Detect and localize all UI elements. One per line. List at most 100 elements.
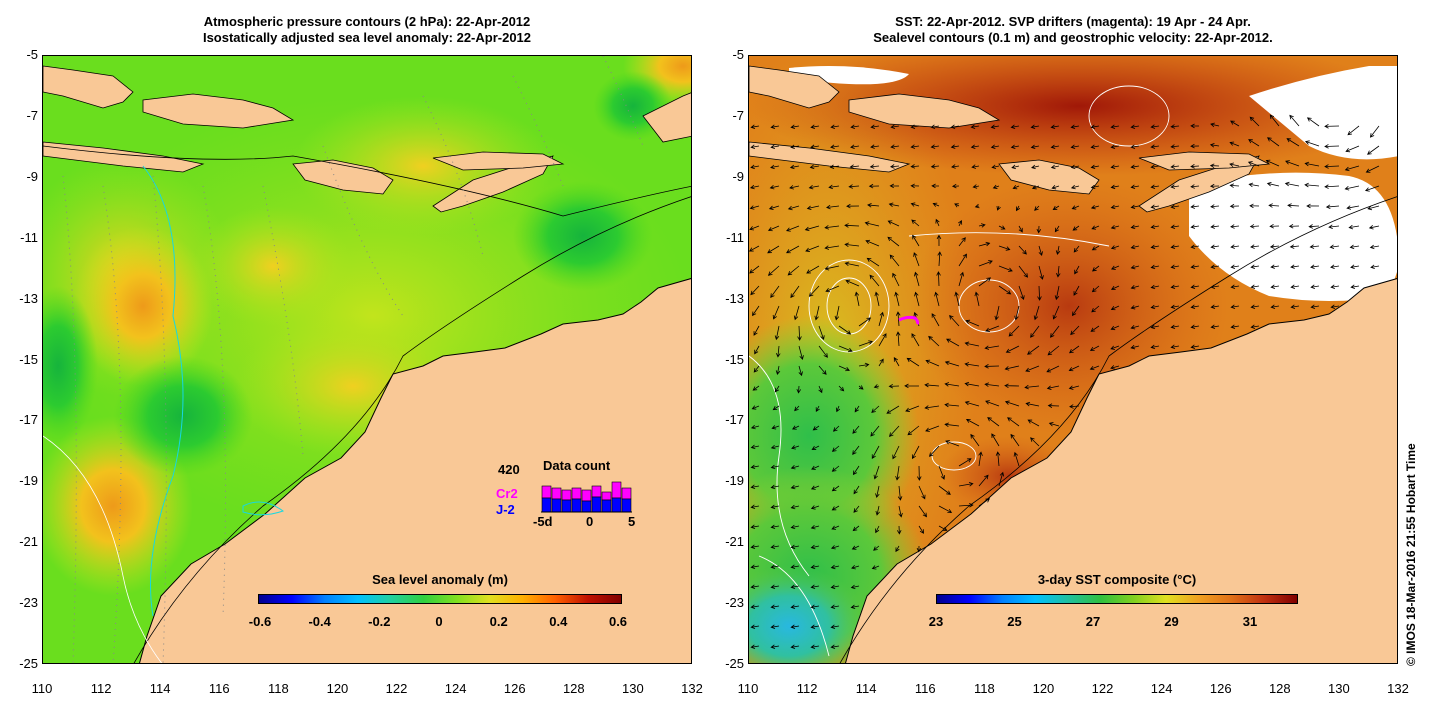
- velocity-arrow: [852, 465, 860, 476]
- velocity-arrow: [767, 245, 780, 254]
- velocity-arrow: [1130, 285, 1140, 290]
- velocity-arrow: [914, 291, 920, 307]
- colorbar-tick-label: 31: [1242, 614, 1258, 629]
- velocity-arrow: [1249, 224, 1260, 229]
- velocity-arrow: [750, 285, 760, 296]
- velocity-arrow: [1285, 160, 1300, 167]
- velocity-arrow: [1324, 144, 1340, 149]
- velocity-arrow: [1289, 114, 1300, 127]
- velocity-arrow: [1130, 204, 1140, 210]
- velocity-arrow: [873, 384, 880, 389]
- velocity-arrow: [996, 205, 1001, 211]
- velocity-arrow: [790, 465, 800, 470]
- velocity-arrow: [844, 223, 860, 228]
- velocity-arrow: [930, 164, 940, 169]
- velocity-arrow: [1110, 184, 1120, 190]
- velocity-arrow: [826, 204, 840, 210]
- velocity-arrow: [1150, 344, 1160, 350]
- lat-tick-label: -25: [19, 656, 38, 671]
- velocity-arrow: [1018, 265, 1029, 278]
- velocity-arrow: [972, 184, 980, 189]
- lon-tick-label: 130: [622, 681, 644, 696]
- velocity-arrow: [867, 203, 880, 208]
- velocity-arrow: [1110, 305, 1120, 311]
- colorbar-tick-label: 23: [928, 614, 944, 629]
- velocity-arrow: [1249, 203, 1260, 209]
- velocity-arrow: [1110, 265, 1120, 270]
- velocity-arrow: [1310, 284, 1320, 289]
- velocity-arrow: [971, 164, 980, 169]
- velocity-arrow: [887, 236, 900, 247]
- velocity-arrow: [824, 245, 840, 250]
- sst-colorbar: [936, 594, 1298, 604]
- velocity-arrow: [1250, 304, 1260, 309]
- velocity-arrow: [749, 265, 760, 274]
- velocity-arrow: [904, 383, 920, 389]
- shelf-contour-north: [43, 145, 691, 217]
- velocity-arrow: [851, 545, 860, 550]
- velocity-arrow: [1270, 304, 1280, 309]
- lat-tick-label: -13: [725, 290, 744, 306]
- velocity-arrow: [853, 485, 860, 495]
- sst-map[interactable]: [748, 55, 1398, 664]
- lat-tick-label: -9: [732, 168, 744, 184]
- sumba-coast: [43, 141, 205, 173]
- velocity-arrow: [1170, 264, 1180, 270]
- velocity-arrow: [910, 202, 920, 207]
- histogram-bar-j2: [551, 498, 562, 513]
- velocity-arrow: [1130, 124, 1140, 129]
- velocity-arrow: [810, 584, 820, 590]
- velocity-arrow: [895, 331, 901, 347]
- velocity-arrow: [978, 241, 991, 247]
- velocity-arrow: [770, 624, 780, 629]
- lat-tick-label: -15: [19, 351, 38, 367]
- velocity-arrow: [1170, 304, 1180, 310]
- velocity-arrow: [770, 544, 780, 550]
- velocity-arrow: [1250, 244, 1260, 249]
- velocity-arrow: [938, 485, 951, 495]
- velocity-arrow: [1130, 184, 1140, 190]
- velocity-arrow: [911, 333, 920, 347]
- velocity-arrow: [1110, 144, 1120, 149]
- velocity-arrow: [1284, 181, 1300, 187]
- velocity-arrow: [858, 317, 872, 327]
- velocity-arrow: [1310, 264, 1320, 269]
- velocity-arrow: [790, 484, 800, 490]
- velocity-arrow: [998, 225, 1006, 230]
- velocity-arrow: [965, 319, 980, 327]
- velocity-arrow: [752, 305, 760, 317]
- velocity-arrow: [924, 405, 940, 410]
- histogram-bar-cr2: [561, 489, 572, 501]
- sumba-island: [292, 159, 394, 195]
- velocity-arrow: [1330, 284, 1340, 289]
- velocity-arrow: [888, 383, 900, 389]
- velocity-arrow: [894, 291, 900, 307]
- velocity-arrow: [1229, 183, 1240, 188]
- velocity-arrow: [964, 381, 980, 387]
- velocity-arrow: [1290, 284, 1300, 289]
- velocity-arrow: [1051, 185, 1060, 190]
- sla-yellow-central: [193, 206, 353, 326]
- velocity-arrow: [1048, 422, 1060, 427]
- sla-colorbar-title: Sea level anomaly (m): [372, 572, 508, 587]
- sla-map[interactable]: [42, 55, 692, 664]
- velocity-arrow: [938, 505, 953, 513]
- colorbar-tick-label: -0.4: [308, 614, 331, 629]
- velocity-arrow: [1018, 285, 1025, 301]
- velocity-arrow: [798, 345, 804, 360]
- velocity-arrow: [869, 164, 880, 169]
- velocity-arrow: [1069, 404, 1080, 409]
- velocity-arrow: [786, 225, 800, 232]
- velocity-arrow: [832, 425, 840, 432]
- lat-tick-label: -17: [19, 412, 38, 428]
- histogram-bar-cr2: [581, 489, 592, 502]
- velocity-arrow: [1090, 184, 1100, 190]
- velocity-arrow: [958, 219, 963, 227]
- velocity-arrow: [797, 325, 802, 341]
- pressure-contours: [62, 56, 644, 663]
- velocity-arrow: [1269, 223, 1280, 229]
- velocity-arrow: [1310, 304, 1320, 309]
- lon-tick-label: 110: [31, 681, 53, 696]
- velocity-arrow: [810, 144, 820, 150]
- velocity-arrow: [1071, 305, 1080, 317]
